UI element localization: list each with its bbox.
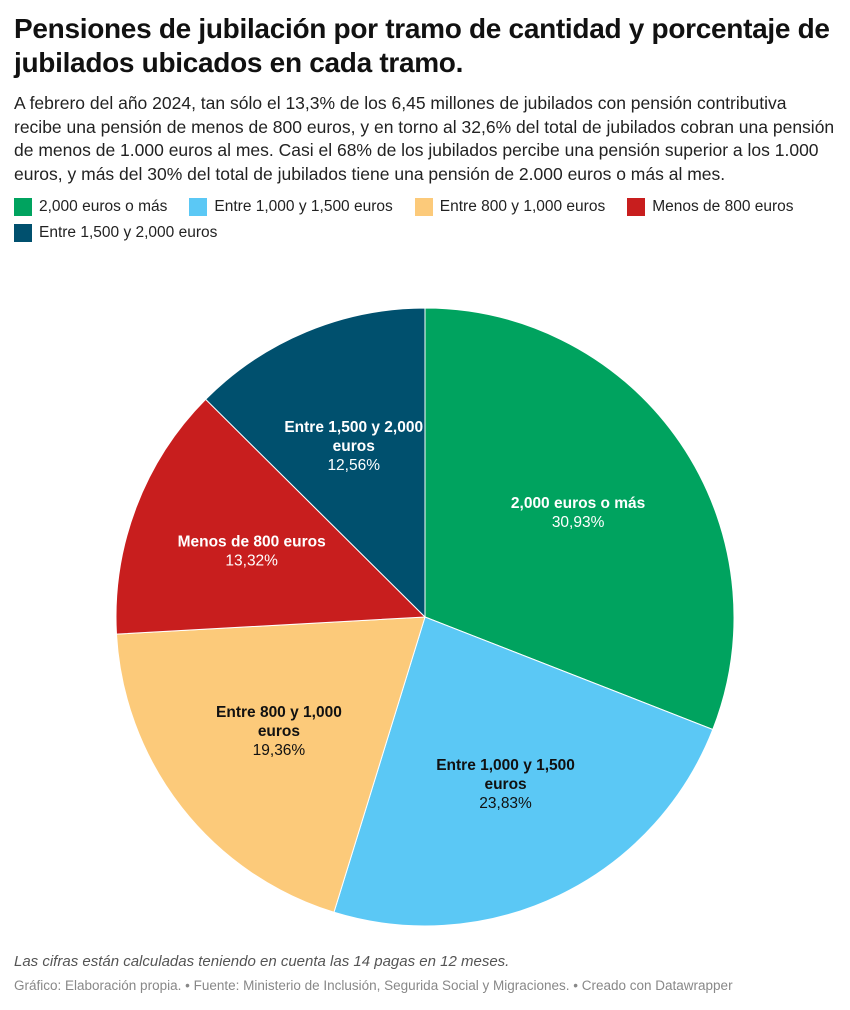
- legend-swatch: [414, 198, 433, 216]
- slice-value-label: 30,93%: [552, 514, 605, 531]
- pie-chart: 2,000 euros o más 30,93% Entre 1,000 y 1,5…: [115, 307, 735, 927]
- chart-title: Pensiones de jubilación por tramo de can…: [14, 13, 830, 78]
- legend-swatch: [14, 198, 32, 216]
- chart-notes: Las cifras están calculadas teniendo en …: [14, 953, 510, 970]
- legend-label: Entre 800 y 1,000 euros: [439, 198, 606, 215]
- chart-header: Pensiones de jubilación por tramo de can…: [14, 12, 836, 244]
- slice-name-label: Entre 1,500 y 2,000: [284, 419, 423, 436]
- slice-value-label: 19,36%: [253, 742, 306, 759]
- slice-name-label: euros: [333, 438, 375, 455]
- legend-swatch: [14, 224, 32, 242]
- slice-label: Entre 1,500 y 2,000 euros 12,56%: [284, 419, 423, 474]
- legend-item: 2,000 euros o más: [14, 196, 167, 218]
- slice-value-label: 12,56%: [327, 457, 380, 474]
- slice-label: Entre 1,000 y 1,500 euros 23,83%: [436, 757, 575, 812]
- slice-value-label: 23,83%: [479, 795, 532, 812]
- legend: 2,000 euros o más Entre 1,000 y 1,500 eur…: [14, 196, 836, 244]
- pie-slice: [424, 307, 735, 731]
- chart-footer: Las cifras están calculadas teniendo en …: [14, 952, 836, 996]
- legend-swatch: [189, 198, 208, 216]
- pie-slice: [204, 307, 426, 619]
- pie-slice: [115, 616, 426, 913]
- legend-label: Entre 1,000 y 1,500 euros: [214, 198, 393, 215]
- pie-slice: [333, 616, 714, 927]
- legend-label: Entre 1,500 y 2,000 euros: [39, 224, 218, 241]
- slice-name-label: Entre 800 y 1,000: [216, 704, 342, 721]
- slice-label: 2,000 euros o más 30,93%: [511, 495, 645, 531]
- chart-description: A febrero del año 2024, tan sólo el 13,3…: [14, 93, 835, 184]
- legend-item: Entre 800 y 1,000 euros: [414, 196, 606, 218]
- slice-name-label: Entre 1,000 y 1,500: [436, 757, 575, 774]
- legend-item: Entre 1,500 y 2,000 euros: [14, 222, 217, 244]
- legend-swatch: [627, 198, 646, 216]
- slice-label: Menos de 800 euros 13,32%: [178, 534, 326, 570]
- slice-name-label: euros: [484, 776, 526, 793]
- legend-label: Menos de 800 euros: [652, 198, 794, 215]
- pie-slice: [115, 398, 427, 635]
- slice-name-label: euros: [258, 723, 300, 740]
- slice-label: Entre 800 y 1,000 euros 19,36%: [216, 704, 342, 759]
- slice-name-label: Menos de 800 euros: [178, 534, 326, 551]
- legend-label: 2,000 euros o más: [39, 198, 168, 215]
- slice-name-label: 2,000 euros o más: [511, 495, 645, 512]
- chart-source: Gráfico: Elaboración propia. • Fuente: M…: [14, 978, 733, 993]
- legend-item: Menos de 800 euros: [627, 196, 794, 218]
- legend-item: Entre 1,000 y 1,500 euros: [189, 196, 393, 218]
- slice-value-label: 13,32%: [225, 553, 278, 570]
